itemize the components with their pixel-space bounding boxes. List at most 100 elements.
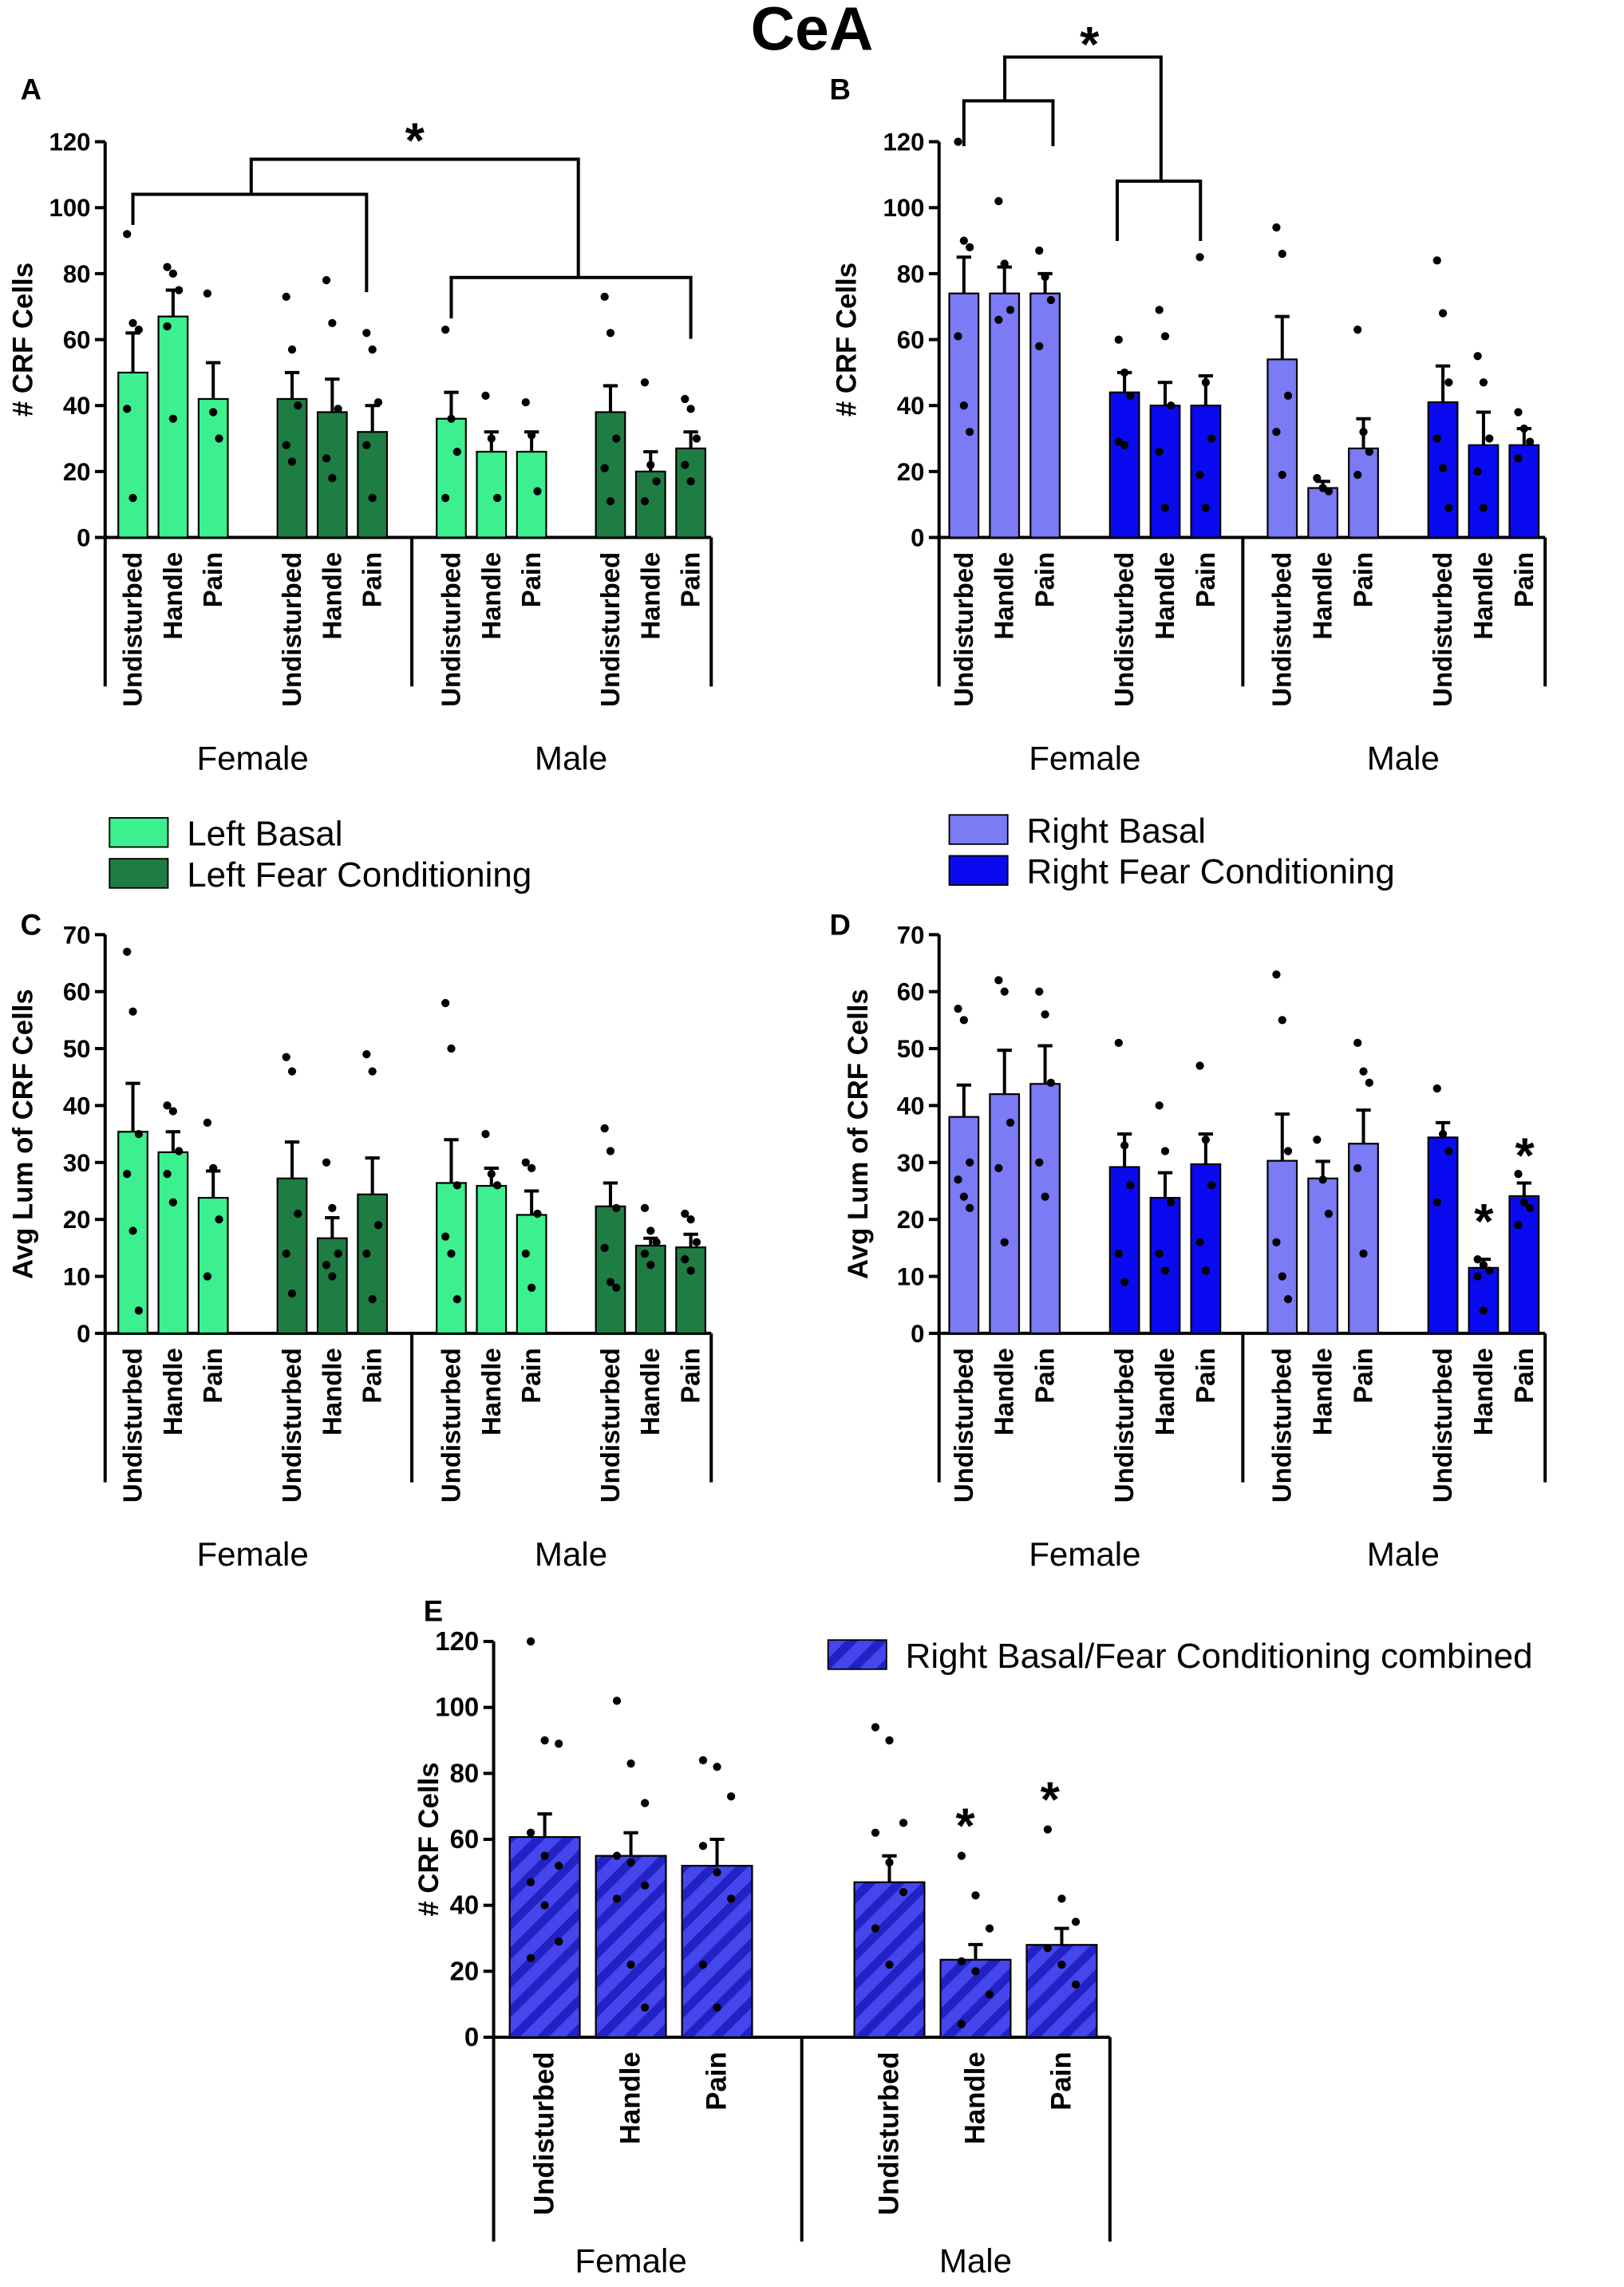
group-label: Female: [575, 2242, 686, 2280]
group-label: Male: [1367, 740, 1440, 777]
x-tick-label: Undisturbed: [118, 1348, 148, 1503]
data-point: [1365, 447, 1373, 456]
data-point: [686, 1266, 695, 1275]
data-point: [606, 1147, 615, 1155]
data-point: [362, 329, 371, 338]
panel-letter: D: [829, 908, 850, 941]
data-point: [1006, 306, 1015, 314]
data-point: [1041, 1010, 1049, 1019]
bar: [1029, 1083, 1061, 1335]
legend-swatch: [109, 858, 169, 889]
data-point: [1057, 1960, 1066, 1969]
data-point: [203, 289, 211, 298]
bracket: [449, 275, 693, 339]
data-point: [1195, 253, 1204, 262]
data-point: [1126, 391, 1135, 400]
data-point: [493, 1181, 502, 1190]
data-point: [134, 326, 143, 334]
legend-label: Right Basal: [1027, 812, 1207, 851]
data-point: [640, 1249, 650, 1258]
data-point: [128, 493, 137, 503]
data-point: [1000, 987, 1009, 996]
panel-letter: E: [424, 1594, 443, 1627]
data-point: [287, 457, 297, 466]
data-point: [282, 292, 290, 301]
data-point: [1526, 1203, 1535, 1213]
data-point: [334, 1249, 342, 1258]
y-tick-label: 120: [49, 128, 91, 156]
data-point: [1353, 470, 1362, 480]
data-point: [966, 428, 974, 436]
data-point: [1160, 332, 1170, 341]
data-point: [168, 269, 177, 278]
data-point: [612, 1851, 622, 1860]
bar: [357, 431, 389, 539]
data-point: [1201, 504, 1211, 512]
y-tick-label: 40: [897, 1092, 925, 1120]
x-tick-label: Undisturbed: [530, 2052, 560, 2215]
data-point: [368, 493, 377, 503]
data-point: [1201, 1136, 1211, 1144]
x-tick-label: Handle: [1308, 1348, 1338, 1436]
y-tick-label: 0: [464, 2022, 479, 2052]
data-point: [971, 1967, 980, 1976]
data-point: [334, 405, 342, 413]
data-point: [163, 1169, 172, 1179]
x-tick-label: Undisturbed: [874, 2052, 904, 2215]
data-point: [713, 1762, 721, 1772]
data-point: [441, 998, 450, 1008]
data-point: [1035, 987, 1044, 996]
bar: [1348, 447, 1379, 539]
x-tick-label: Handle: [476, 1348, 506, 1436]
data-point: [1155, 1249, 1164, 1258]
data-point: [1473, 1272, 1482, 1281]
x-tick-label: Undisturbed: [277, 552, 306, 707]
bar: [157, 1151, 189, 1335]
data-point: [626, 1759, 635, 1768]
bracket: [131, 192, 369, 293]
data-point: [1035, 246, 1044, 255]
x-tick-label: Pain: [1191, 1348, 1220, 1404]
data-point: [1057, 1894, 1066, 1903]
y-tick-label: 0: [911, 1320, 924, 1348]
data-point: [1514, 454, 1523, 463]
y-tick-label: 20: [450, 1956, 480, 1985]
y-axis-label: Avg Lum of CRF Cells: [844, 989, 874, 1279]
data-point: [540, 1736, 549, 1745]
x-tick-label: Pain: [1509, 1348, 1539, 1404]
data-point: [1195, 470, 1204, 480]
bar: [989, 1093, 1021, 1335]
x-tick-label: Undisturbed: [436, 552, 465, 707]
x-tick-label: Pain: [676, 552, 705, 608]
data-point: [1126, 1181, 1135, 1190]
data-point: [163, 263, 172, 271]
data-point: [612, 1283, 621, 1292]
data-point: [1160, 504, 1170, 512]
significance-star: *: [1515, 1129, 1535, 1184]
data-point: [1359, 428, 1368, 436]
x-tick-label: Undisturbed: [436, 1348, 465, 1503]
data-point: [698, 1756, 708, 1764]
data-point: [175, 286, 184, 294]
data-point: [1444, 504, 1453, 512]
y-tick-label: 20: [897, 1206, 925, 1234]
data-point: [957, 2020, 966, 2028]
bar: [675, 1246, 707, 1335]
bar: [1029, 292, 1061, 539]
data-point: [1071, 1980, 1081, 1989]
data-point: [641, 2003, 650, 2012]
legend-label: Left Fear Conditioning: [187, 855, 531, 895]
data-point: [954, 137, 962, 146]
data-point: [328, 474, 337, 483]
x-tick-label: Pain: [516, 552, 546, 608]
data-point: [362, 1050, 371, 1059]
y-tick-label: 80: [897, 260, 925, 288]
x-tick-label: Undisturbed: [949, 1348, 978, 1503]
data-point: [1167, 401, 1176, 410]
bar: [157, 315, 189, 539]
x-tick-label: Pain: [702, 2052, 733, 2110]
data-point: [1041, 272, 1049, 282]
data-point: [1353, 1038, 1362, 1048]
data-point: [1114, 1249, 1123, 1258]
x-tick-label: Handle: [1150, 552, 1179, 640]
